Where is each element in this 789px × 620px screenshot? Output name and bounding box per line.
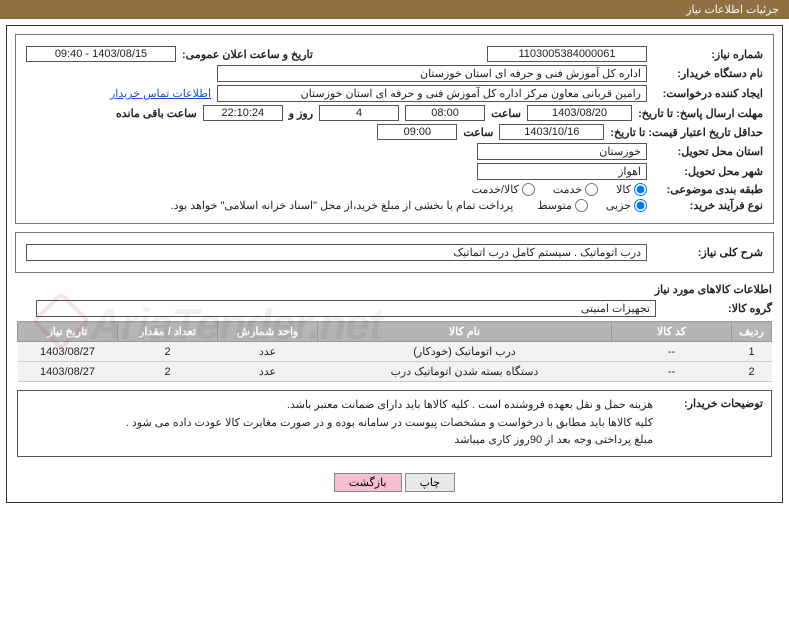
buyer-note-box: توضیحات خریدار: هزینه حمل و نقل بعهده فر… <box>17 390 772 457</box>
need-title-label: شرح کلی نیاز: <box>653 246 763 259</box>
col-header: ردیف <box>732 322 772 342</box>
cell: عدد <box>218 362 318 382</box>
purchase-type-label: نوع فرآیند خرید: <box>653 199 763 212</box>
col-header: تاریخ نیاز <box>18 322 118 342</box>
need-section: شرح کلی نیاز: درب اتوماتیک . سیستم کامل … <box>15 232 774 273</box>
pt-partial-radio[interactable] <box>634 199 647 212</box>
response-deadline-label: مهلت ارسال پاسخ: تا تاریخ: <box>638 107 763 120</box>
requester: رامین قربانی معاون مرکز اداره کل آموزش ف… <box>217 85 647 102</box>
title-bar: جزئیات اطلاعات نیاز <box>0 0 789 19</box>
cat-service-radio[interactable] <box>585 183 598 196</box>
col-header: واحد شمارش <box>218 322 318 342</box>
col-header: کد کالا <box>612 322 732 342</box>
buttons-row: چاپ بازگشت <box>7 465 782 502</box>
category-radios: کالا خدمت کالا/خدمت <box>472 183 647 196</box>
cell: 2 <box>118 362 218 382</box>
need-title: درب اتوماتیک . سیستم کامل درب اتماتیک <box>26 244 647 261</box>
cell: 2 <box>732 362 772 382</box>
price-validity-date: 1403/10/16 <box>499 124 604 140</box>
delivery-province: خوزستان <box>477 143 647 160</box>
cell: 1 <box>732 342 772 362</box>
cat-goods-radio[interactable] <box>634 183 647 196</box>
contact-link[interactable]: اطلاعات تماس خریدار <box>110 87 211 100</box>
cell: دستگاه بسته شدن اتوماتیک درب <box>318 362 612 382</box>
top-section: شماره نیاز: 1103005384000061 تاریخ و ساع… <box>15 34 774 224</box>
buyer-note-label: توضیحات خریدار: <box>663 397 763 450</box>
remaining-days: 4 <box>319 105 399 121</box>
col-header: نام کالا <box>318 322 612 342</box>
cell: عدد <box>218 342 318 362</box>
group-label: گروه کالا: <box>662 302 772 315</box>
response-deadline-date: 1403/08/20 <box>527 105 632 121</box>
cell: 1403/08/27 <box>18 342 118 362</box>
remaining-suffix: ساعت باقی مانده <box>116 107 197 120</box>
price-validity-time: 09:00 <box>377 124 457 140</box>
group-value: تجهیزات امنیتی <box>36 300 656 317</box>
col-header: تعداد / مقدار <box>118 322 218 342</box>
pt-medium-radio[interactable] <box>575 199 588 212</box>
price-validity-label: حداقل تاریخ اعتبار قیمت: تا تاریخ: <box>610 126 763 139</box>
page-title: جزئیات اطلاعات نیاز <box>686 4 779 16</box>
response-deadline-time: 08:00 <box>405 105 485 121</box>
announce-datetime-label: تاریخ و ساعت اعلان عمومی: <box>182 48 313 61</box>
buyer-label: نام دستگاه خریدار: <box>653 67 763 80</box>
time-label-1: ساعت <box>491 107 521 120</box>
cat-both-radio[interactable] <box>522 183 535 196</box>
purchase-note: پرداخت تمام یا بخشی از مبلغ خرید،از محل … <box>171 199 514 212</box>
note-line: مبلغ پرداختی وجه بعد از 90روز کاری میباش… <box>126 432 653 450</box>
pt-medium[interactable]: متوسط <box>537 199 588 212</box>
items-section-title: اطلاعات کالاهای مورد نیاز <box>17 283 772 296</box>
delivery-city: اهواز <box>477 163 647 180</box>
need-number: 1103005384000061 <box>487 46 647 62</box>
print-button[interactable]: چاپ <box>405 473 456 492</box>
announce-datetime: 1403/08/15 - 09:40 <box>26 46 176 62</box>
category-label: طبقه بندی موضوعی: <box>653 183 763 196</box>
cell: -- <box>612 342 732 362</box>
pt-partial[interactable]: جزیی <box>606 199 647 212</box>
remaining-time: 22:10:24 <box>203 105 283 121</box>
cat-goods[interactable]: کالا <box>616 183 647 196</box>
table-row: 2--دستگاه بسته شدن اتوماتیک دربعدد21403/… <box>18 362 772 382</box>
delivery-city-label: شهر محل تحویل: <box>653 165 763 178</box>
requester-label: ایجاد کننده درخواست: <box>653 87 763 100</box>
buyer: اداره کل آموزش فنی و حرفه ای استان خوزست… <box>217 65 647 82</box>
days-and-label: روز و <box>289 107 313 120</box>
time-label-2: ساعت <box>463 126 493 139</box>
cell: درب اتوماتیک (خودکار) <box>318 342 612 362</box>
note-line: هزینه حمل و نقل بعهده فروشنده است . کلیه… <box>126 397 653 415</box>
main-container: شماره نیاز: 1103005384000061 تاریخ و ساع… <box>6 25 783 503</box>
note-line: کلیه کالاها باید مطابق با درخواست و مشخص… <box>126 415 653 433</box>
cat-both[interactable]: کالا/خدمت <box>472 183 535 196</box>
buyer-note-text: هزینه حمل و نقل بعهده فروشنده است . کلیه… <box>126 397 653 450</box>
cell: -- <box>612 362 732 382</box>
need-number-label: شماره نیاز: <box>653 48 763 61</box>
delivery-province-label: استان محل تحویل: <box>653 145 763 158</box>
cat-service[interactable]: خدمت <box>553 183 598 196</box>
cell: 2 <box>118 342 218 362</box>
back-button[interactable]: بازگشت <box>334 473 402 492</box>
cell: 1403/08/27 <box>18 362 118 382</box>
purchase-type-radios: جزیی متوسط <box>537 199 647 212</box>
items-table: ردیفکد کالانام کالاواحد شمارشتعداد / مقد… <box>17 321 772 382</box>
table-row: 1--درب اتوماتیک (خودکار)عدد21403/08/27 <box>18 342 772 362</box>
